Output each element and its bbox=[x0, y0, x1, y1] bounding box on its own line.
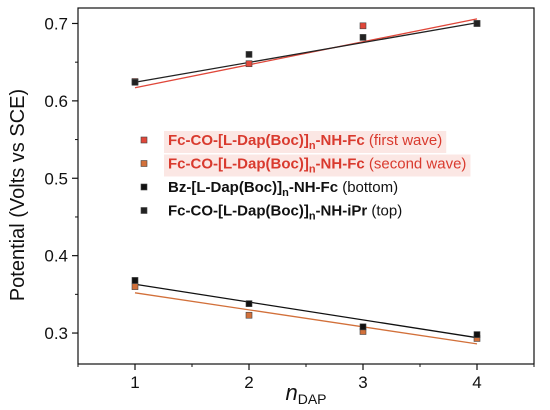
y-tick-label: 0.3 bbox=[44, 324, 68, 343]
fit-line-series-2 bbox=[134, 292, 478, 345]
data-point-series-4 bbox=[245, 51, 253, 58]
data-point-series-3 bbox=[245, 300, 253, 307]
fit-lines bbox=[134, 18, 478, 345]
data-point-series-1 bbox=[245, 60, 253, 68]
legend-entry-3: Bz-[L-Dap(Boc)]n-NH-Fc (bottom) bbox=[140, 179, 398, 199]
data-point-series-2 bbox=[245, 311, 253, 319]
y-tick-label: 0.4 bbox=[44, 247, 68, 266]
legend-marker bbox=[140, 160, 148, 167]
data-points bbox=[131, 20, 481, 342]
legend-label: Fc-CO-[L-Dap(Boc)]n-NH-Fc (first wave) bbox=[168, 132, 442, 152]
legend-marker bbox=[140, 207, 148, 214]
y-tick-label: 0.6 bbox=[44, 92, 68, 111]
legend: Fc-CO-[L-Dap(Boc)]n-NH-Fc (first wave) Fc… bbox=[140, 131, 471, 223]
legend-marker bbox=[140, 183, 148, 191]
y-tick-label: 0.7 bbox=[44, 14, 68, 33]
data-point-series-3 bbox=[473, 331, 481, 338]
x-axis-title-sub: DAP bbox=[298, 391, 327, 407]
data-point-series-3 bbox=[359, 323, 367, 331]
legend-label: Fc-CO-[L-Dap(Boc)]n-NH-Fc (second wave) bbox=[168, 156, 466, 176]
y-tick-label: 0.5 bbox=[44, 169, 68, 188]
y-axis-title: Potential (Volts vs SCE) bbox=[7, 89, 29, 301]
fit-line-series-3 bbox=[134, 283, 478, 339]
x-tick-label: 1 bbox=[130, 373, 139, 392]
data-point-series-2 bbox=[131, 283, 139, 290]
legend-marker bbox=[140, 136, 148, 144]
x-axis-title: nDAP bbox=[285, 380, 326, 407]
legend-entry-2: Fc-CO-[L-Dap(Boc)]n-NH-Fc (second wave) bbox=[140, 154, 471, 177]
fit-line-series-4 bbox=[134, 22, 478, 83]
data-point-series-3 bbox=[131, 277, 139, 284]
legend-label: Fc-CO-[L-Dap(Boc)]n-NH-iPr (top) bbox=[168, 203, 402, 223]
legend-highlight bbox=[164, 131, 447, 153]
data-point-series-4 bbox=[359, 34, 367, 41]
data-point-series-4 bbox=[131, 78, 139, 86]
data-point-series-4 bbox=[473, 20, 481, 27]
data-point-series-1 bbox=[359, 22, 367, 30]
legend-entry-1: Fc-CO-[L-Dap(Boc)]n-NH-Fc (first wave) bbox=[140, 131, 447, 153]
legend-highlight bbox=[164, 154, 471, 177]
legend-label: Bz-[L-Dap(Boc)]n-NH-Fc (bottom) bbox=[168, 179, 398, 199]
x-tick-label: 3 bbox=[358, 373, 367, 392]
axis-titles: Potential (Volts vs SCE) nDAP bbox=[7, 89, 327, 407]
legend-entry-4: Fc-CO-[L-Dap(Boc)]n-NH-iPr (top) bbox=[140, 203, 402, 223]
axes: 1 2 3 4 0.3 0.4 0.5 0.6 0.7 bbox=[44, 7, 535, 392]
x-tick-label: 2 bbox=[244, 373, 253, 392]
fit-line-series-1 bbox=[134, 18, 478, 89]
x-tick-label: 4 bbox=[472, 373, 481, 392]
x-axis-title-main: n bbox=[285, 380, 297, 405]
